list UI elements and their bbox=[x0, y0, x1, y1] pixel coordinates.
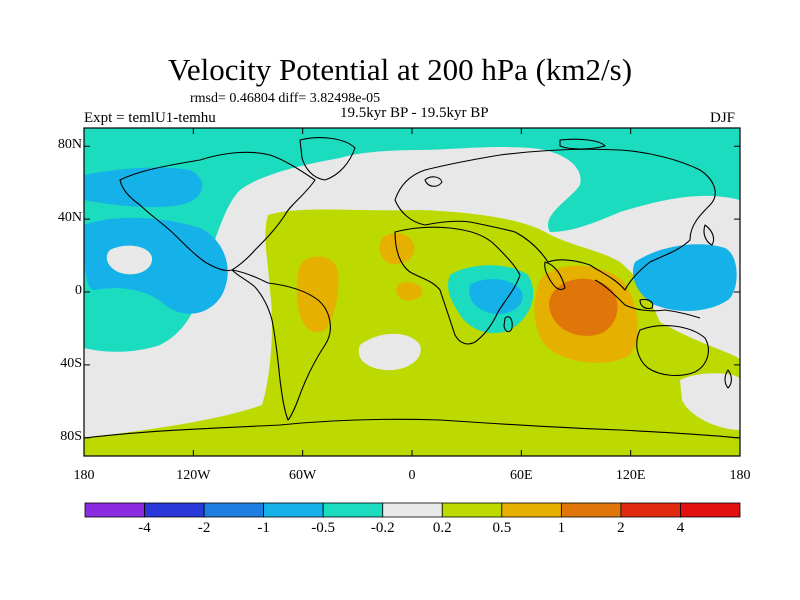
x-tick-label: 120E bbox=[615, 468, 646, 483]
y-tick-label: 40S bbox=[60, 355, 82, 371]
y-tick-label: 80N bbox=[57, 137, 82, 153]
y-tick-label: 40N bbox=[57, 210, 82, 226]
field-positive-equatorial-atlantic bbox=[396, 282, 423, 301]
colorbar-swatch bbox=[560, 502, 622, 518]
field-negative-east-pacific bbox=[84, 217, 228, 314]
colorbar-level-label: 0.5 bbox=[492, 520, 512, 536]
x-tick-label: 120W bbox=[176, 468, 211, 483]
x-tick-label: 60W bbox=[289, 468, 317, 483]
experiment-label: Expt = temlU1-temhu bbox=[84, 110, 216, 126]
colorbar-swatch bbox=[322, 502, 384, 518]
x-tick-label: 0 bbox=[408, 468, 416, 483]
field-neutral-patch-pacific bbox=[106, 245, 153, 275]
field-negative-west-pacific bbox=[632, 244, 737, 312]
contour-field bbox=[84, 128, 740, 456]
field-neutral-patch-south-atlantic bbox=[358, 333, 421, 371]
colorbar-swatch bbox=[263, 502, 324, 518]
colorbar-level-label: 2 bbox=[617, 520, 625, 536]
colorbar-level-label: 4 bbox=[676, 520, 685, 536]
colorbar-level-label: -1 bbox=[257, 520, 270, 536]
y-tick-label: 80S bbox=[60, 428, 82, 444]
axis-ticks bbox=[83, 128, 741, 456]
colorbar-swatch bbox=[620, 502, 681, 518]
field-neutral-patch-south-pacific bbox=[680, 373, 740, 430]
x-tick-label: 180 bbox=[729, 468, 751, 483]
colorbar-level-label: -4 bbox=[138, 520, 151, 536]
colorbar bbox=[84, 502, 741, 518]
colorbar-swatch bbox=[501, 502, 562, 518]
field-negative-north-atlantic bbox=[84, 167, 203, 208]
colorbar-level-label: -0.2 bbox=[370, 520, 395, 536]
field-negative-africa-core bbox=[469, 279, 523, 315]
colorbar-swatch bbox=[144, 502, 205, 518]
coastlines bbox=[84, 137, 740, 439]
colorbar-swatch bbox=[680, 502, 741, 518]
colorbar-level-label: 1 bbox=[557, 520, 566, 536]
stats-line: rmsd= 0.46804 diff= 3.82498e-05 bbox=[190, 91, 381, 106]
chart-title: Velocity Potential at 200 hPa (km2/s) bbox=[167, 52, 633, 87]
colorbar-level-label: 0.2 bbox=[432, 520, 452, 536]
colorbar-swatch bbox=[203, 502, 265, 518]
colorbar-swatch bbox=[382, 502, 443, 518]
colorbar-swatch bbox=[441, 502, 503, 518]
x-tick-label: 180 bbox=[73, 468, 95, 483]
colorbar-level-label: -0.5 bbox=[311, 520, 336, 536]
season-label: DJF bbox=[710, 110, 736, 126]
colorbar-level-label: -2 bbox=[197, 520, 211, 536]
field-negative-band-north bbox=[84, 128, 740, 352]
y-tick-label: 0 bbox=[75, 283, 82, 298]
period-label: 19.5kyr BP - 19.5kyr BP bbox=[340, 105, 489, 121]
field-positive-core bbox=[549, 278, 618, 336]
colorbar-swatch bbox=[84, 502, 145, 518]
x-tick-label: 60E bbox=[510, 468, 533, 483]
